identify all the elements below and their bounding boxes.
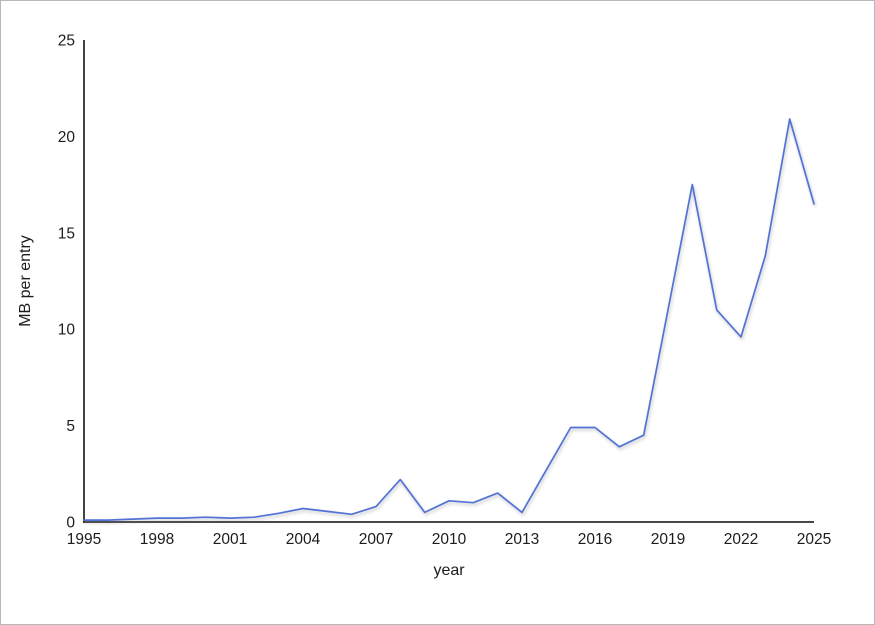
x-tick-label: 2013 [505, 531, 539, 548]
x-tick-label: 2010 [432, 531, 467, 548]
x-tick-label: 2019 [651, 531, 685, 548]
y-tick-label: 25 [58, 33, 75, 50]
x-tick-label: 2001 [213, 531, 247, 548]
x-tick-label: 2022 [724, 531, 758, 548]
x-tick-label: 1998 [140, 531, 174, 548]
y-tick-label: 10 [58, 322, 76, 339]
y-tick-label: 0 [66, 515, 75, 532]
y-axis-title: MB per entry [17, 235, 34, 327]
data-series-line [83, 118, 815, 521]
x-tick-label: 2025 [797, 531, 831, 548]
x-tick-label: 2007 [359, 531, 393, 548]
y-tick-label: 5 [66, 418, 75, 435]
x-tick-label: 2016 [578, 531, 612, 548]
x-axis-title: year [433, 562, 465, 579]
x-tick-label: 2004 [286, 531, 321, 548]
y-tick-label: 15 [58, 225, 75, 242]
y-tick-label: 20 [58, 129, 76, 146]
x-tick-label: 1995 [67, 531, 101, 548]
